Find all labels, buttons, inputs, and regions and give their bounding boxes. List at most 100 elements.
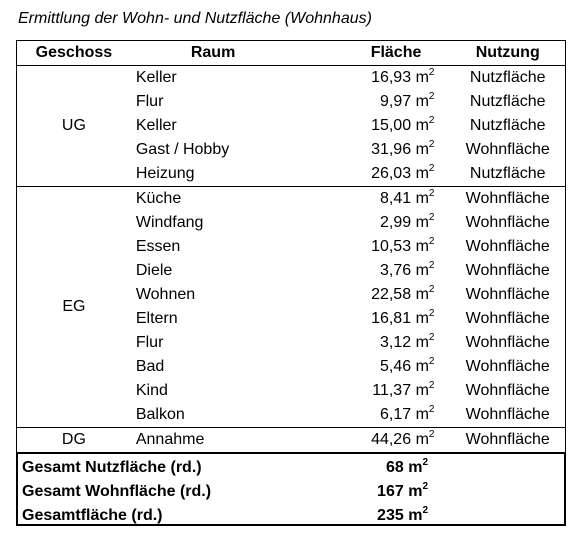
table-row: Kind 11,37 m2 Wohnfläche <box>17 379 567 403</box>
nutzung-cell: Nutzfläche <box>450 65 567 90</box>
raum-cell: Balkon <box>130 403 342 428</box>
nutzung-cell: Wohnfläche <box>450 186 567 211</box>
total-row: Gesamt Nutzfläche (rd.) 68 m2 <box>18 456 564 480</box>
totals-box: Gesamt Nutzfläche (rd.) 68 m2 Gesamt Wohnf… <box>16 452 566 526</box>
raum-cell: Keller <box>135 69 177 86</box>
flaeche-unit: m <box>415 117 429 134</box>
flaeche-unit-exp: 2 <box>428 404 435 415</box>
flaeche-unit: m <box>415 214 429 231</box>
table-row: Keller 15,00 m2 Nutzfläche <box>17 114 567 138</box>
header-geschoss: Geschoss <box>15 40 131 66</box>
flaeche-unit: m <box>415 431 429 448</box>
flaeche-unit-exp: 2 <box>428 212 435 223</box>
flaeche-value: 26,03 <box>371 165 412 182</box>
flaeche-value: 16,81 <box>371 310 412 327</box>
geschoss-cell: UG <box>15 65 131 187</box>
raum-cell: Keller <box>135 117 177 134</box>
flaeche-value: 3,12 <box>379 334 412 351</box>
nutzung-cell: Wohnfläche <box>450 307 567 331</box>
total-label: Gesamt Nutzfläche (rd.) <box>22 459 202 476</box>
header-nutzung: Nutzung <box>450 40 567 66</box>
table-row: Balkon 6,17 m2 Wohnfläche <box>17 403 567 428</box>
total-value: 68 m2 <box>340 456 428 480</box>
table-row: EG Küche 8,41 m2 Wohnfläche <box>15 186 567 428</box>
flaeche-value: 5,46 <box>379 358 412 375</box>
flaeche-cell: 22,58 m2 <box>342 283 451 307</box>
raum-cell: Wohnen <box>135 286 196 303</box>
flaeche-value: 10,53 <box>371 238 412 255</box>
flaeche-unit-exp: 2 <box>428 429 435 440</box>
table-row: Diele 3,76 m2 Wohnfläche <box>17 259 567 283</box>
flaeche-value: 11,37 <box>372 382 412 399</box>
nutzung-cell: Nutzfläche <box>450 162 567 187</box>
raum-cell: Heizung <box>130 162 342 187</box>
flaeche-unit-exp: 2 <box>428 260 435 271</box>
flaeche-unit-exp: 2 <box>428 236 435 247</box>
flaeche-unit-exp: 2 <box>428 380 435 391</box>
raum-cell: Essen <box>135 238 181 255</box>
area-table: Geschoss Raum Fläche Nutzung UG Keller 16,… <box>15 40 567 453</box>
nutzung-cell: Wohnfläche <box>450 403 567 428</box>
flaeche-unit: m <box>415 286 429 303</box>
total-unit: m <box>408 483 423 500</box>
total-value: 167 m2 <box>340 480 428 504</box>
flaeche-cell: 6,17 m2 <box>341 403 451 428</box>
total-number: 167 <box>377 483 404 500</box>
total-label: Gesamt Wohnfläche (rd.) <box>22 483 212 500</box>
total-unit-exp: 2 <box>422 481 428 492</box>
flaeche-unit-exp: 2 <box>428 308 435 319</box>
total-unit-exp: 2 <box>422 505 428 516</box>
nutzung-cell: Wohnfläche <box>450 138 567 162</box>
flaeche-cell: 8,41 m2 <box>342 187 451 212</box>
total-row: Gesamt Wohnfläche (rd.) 167 m2 <box>18 480 564 504</box>
flaeche-unit: m <box>415 406 429 423</box>
raum-cell: Kind <box>135 382 168 399</box>
flaeche-unit-exp: 2 <box>428 332 435 343</box>
flaeche-cell: 11,37 m2 <box>342 379 451 403</box>
flaeche-value: 44,26 <box>371 431 412 448</box>
flaeche-value: 2,99 <box>379 214 412 231</box>
flaeche-unit-exp: 2 <box>428 91 435 102</box>
flaeche-value: 8,41 <box>379 190 412 207</box>
flaeche-cell: 2,99 m2 <box>342 211 451 235</box>
nutzung-cell: Wohnfläche <box>450 235 567 259</box>
table-row: Flur 9,97 m2 Nutzfläche <box>17 90 567 114</box>
raum-cell: Flur <box>135 93 164 110</box>
nutzung-cell: Wohnfläche <box>450 211 567 235</box>
total-number: 68 <box>385 459 404 476</box>
flaeche-unit-exp: 2 <box>428 188 435 199</box>
flaeche-cell: 16,81 m2 <box>342 307 451 331</box>
table-row: Flur 3,12 m2 Wohnfläche <box>17 331 567 355</box>
total-unit-exp: 2 <box>422 457 428 468</box>
nutzung-cell: Wohnfläche <box>450 379 567 403</box>
table-header-row: Geschoss Raum Fläche Nutzung <box>15 40 567 66</box>
flaeche-unit-exp: 2 <box>428 356 435 367</box>
flaeche-cell: 3,76 m2 <box>342 259 451 283</box>
flaeche-unit: m <box>415 238 429 255</box>
flaeche-unit: m <box>415 165 429 182</box>
flaeche-unit-exp: 2 <box>428 284 435 295</box>
flaeche-cell: 10,53 m2 <box>342 235 451 259</box>
raum-cell: Diele <box>135 262 173 279</box>
raum-cell: Windfang <box>135 214 204 231</box>
flaeche-cell: 5,46 m2 <box>342 355 451 379</box>
table-body: UG Keller 16,93 m2 Nutzfläche Flur 9,97 m2 Nut… <box>15 65 567 453</box>
table-row: Windfang 2,99 m2 Wohnfläche <box>17 211 567 235</box>
raum-cell: Annahme <box>130 427 342 453</box>
header-raum: Raum <box>130 40 342 66</box>
table-row: Wohnen 22,58 m2 Wohnfläche <box>17 283 567 307</box>
flaeche-cell: 16,93 m2 <box>342 66 451 91</box>
raum-cell: Flur <box>135 334 164 351</box>
flaeche-value: 9,97 <box>379 93 412 110</box>
flaeche-cell: 3,12 m2 <box>342 331 451 355</box>
flaeche-cell: 44,26 m2 <box>341 427 451 453</box>
table-row: Bad 5,46 m2 Wohnfläche <box>17 355 567 379</box>
geschoss-cell: EG <box>15 186 131 428</box>
nutzung-cell: Wohnfläche <box>450 355 567 379</box>
flaeche-unit: m <box>415 358 429 375</box>
flaeche-value: 31,96 <box>371 141 412 158</box>
nutzung-cell: Wohnfläche <box>450 283 567 307</box>
total-unit: m <box>408 507 423 524</box>
flaeche-unit: m <box>415 262 429 279</box>
raum-cell: Gast / Hobby <box>135 141 230 158</box>
